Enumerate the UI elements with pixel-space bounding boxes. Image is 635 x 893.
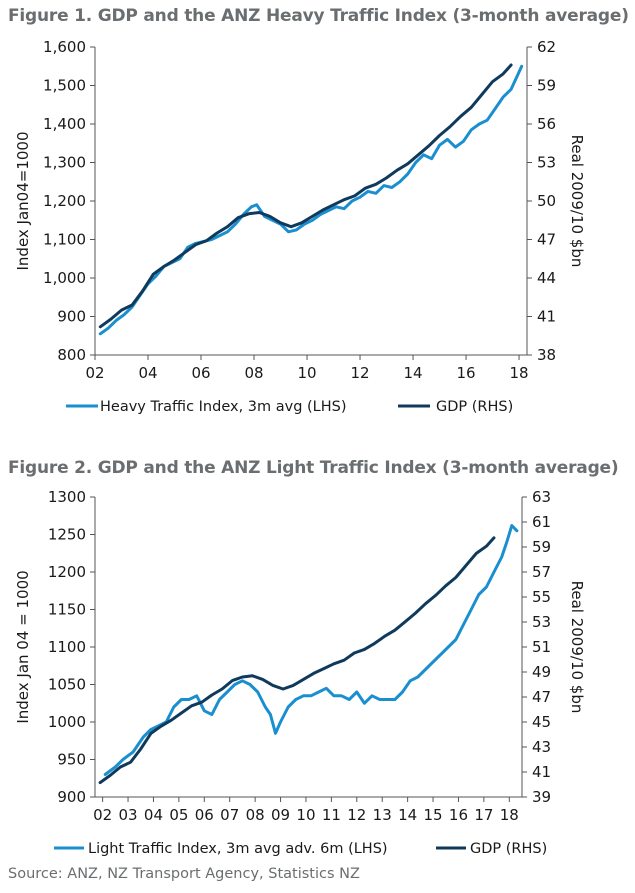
y-left-tick-label: 1,200 xyxy=(43,192,86,210)
y-left-tick-label: 1,300 xyxy=(43,154,86,172)
y-right-tick-label: 45 xyxy=(532,713,551,731)
x-tick-label: 15 xyxy=(423,806,442,824)
x-tick-label: 13 xyxy=(373,806,392,824)
y-right-tick-label: 62 xyxy=(537,38,556,56)
y-right-tick-label: 63 xyxy=(532,488,551,506)
x-tick-label: 02 xyxy=(93,806,112,824)
series-line-traffic xyxy=(103,524,519,776)
y-left-tick-label: 1,400 xyxy=(43,115,86,133)
y-axis-left-title: Index Jan04=1000 xyxy=(14,131,32,270)
x-tick-label: 03 xyxy=(118,806,137,824)
x-tick-label: 06 xyxy=(191,364,210,382)
y-left-tick-label: 1100 xyxy=(48,638,86,656)
x-tick-label: 08 xyxy=(246,806,265,824)
y-right-tick-label: 57 xyxy=(532,563,551,581)
figure-2-title: Figure 2. GDP and the ANZ Light Traffic … xyxy=(8,458,619,478)
y-axis-left-title: Index Jan 04 = 1000 xyxy=(14,570,32,723)
y-left-tick-label: 900 xyxy=(57,308,86,326)
x-tick-label: 10 xyxy=(297,364,316,382)
y-left-tick-label: 1050 xyxy=(48,676,86,694)
y-right-tick-label: 55 xyxy=(532,588,551,606)
figure-2-chart: 900 950 1000 1050 1100 1150 1200 1250 1300 39 41 43… xyxy=(14,488,586,857)
y-left-tick-label: 1,500 xyxy=(43,77,86,95)
y-left-tick-label: 1250 xyxy=(48,526,86,544)
x-tick-label: 16 xyxy=(456,364,475,382)
legend-label: GDP (RHS) xyxy=(436,399,513,415)
legend-label: Heavy Traffic Index, 3m avg (LHS) xyxy=(100,399,347,415)
y-right-tick-label: 47 xyxy=(532,688,551,706)
x-tick-label: 11 xyxy=(322,806,341,824)
legend-label: GDP (RHS) xyxy=(470,841,547,857)
series-line-gdp xyxy=(98,536,496,785)
y-left-tick-label: 1300 xyxy=(48,488,86,506)
y-left-tick-label: 1150 xyxy=(48,601,86,619)
y-left-tick-label: 950 xyxy=(57,751,86,769)
x-tick-label: 14 xyxy=(403,364,422,382)
x-tick-label: 18 xyxy=(510,364,529,382)
x-tick-label: 18 xyxy=(500,806,519,824)
y-right-tick-label: 59 xyxy=(532,538,551,556)
y-right-tick-label: 59 xyxy=(537,77,556,95)
x-tick-label: 02 xyxy=(85,364,104,382)
y-right-tick-label: 44 xyxy=(537,269,556,287)
y-right-tick-label: 39 xyxy=(532,788,551,806)
y-left-tick-label: 800 xyxy=(57,346,86,364)
y-right-tick-label: 56 xyxy=(537,115,556,133)
y-right-tick-label: 50 xyxy=(537,192,556,210)
x-tick-label: 05 xyxy=(169,806,188,824)
legend-label: Light Traffic Index, 3m avg adv. 6m (LHS… xyxy=(88,841,388,857)
y-left-tick-label: 1,600 xyxy=(43,38,86,56)
x-tick-label: 08 xyxy=(244,364,263,382)
series-line-gdp xyxy=(98,63,513,329)
y-left-tick-label: 1200 xyxy=(48,563,86,581)
y-axis-right-title: Real 2009/10 $bn xyxy=(568,135,586,268)
y-right-tick-label: 41 xyxy=(537,308,556,326)
y-right-tick-label: 47 xyxy=(537,231,556,249)
y-right-tick-label: 51 xyxy=(532,638,551,656)
x-tick-label: 04 xyxy=(144,806,163,824)
y-left-tick-label: 900 xyxy=(57,788,86,806)
figure-1-title: Figure 1. GDP and the ANZ Heavy Traffic … xyxy=(8,6,629,26)
figure-1-chart: 800 900 1,000 1,100 1,200 1,300 1,400 1,500 1,60… xyxy=(14,38,586,415)
x-tick-label: 12 xyxy=(350,364,369,382)
y-right-tick-label: 53 xyxy=(537,154,556,172)
x-tick-label: 10 xyxy=(296,806,315,824)
y-left-tick-label: 1,000 xyxy=(43,269,86,287)
x-tick-label: 12 xyxy=(347,806,366,824)
y-right-tick-label: 53 xyxy=(532,613,551,631)
x-tick-label: 16 xyxy=(449,806,468,824)
x-tick-label: 04 xyxy=(138,364,157,382)
y-right-tick-label: 49 xyxy=(532,663,551,681)
x-tick-label: 07 xyxy=(220,806,239,824)
x-tick-label: 09 xyxy=(271,806,290,824)
y-right-tick-label: 38 xyxy=(537,346,556,364)
y-right-tick-label: 41 xyxy=(532,763,551,781)
x-tick-label: 14 xyxy=(398,806,417,824)
y-right-tick-label: 43 xyxy=(532,738,551,756)
y-axis-right-title: Real 2009/10 $bn xyxy=(568,581,586,714)
x-tick-label: 06 xyxy=(195,806,214,824)
x-tick-label: 17 xyxy=(474,806,493,824)
source-note: Source: ANZ, NZ Transport Agency, Statis… xyxy=(8,866,360,882)
y-left-tick-label: 1000 xyxy=(48,713,86,731)
y-right-tick-label: 61 xyxy=(532,513,551,531)
y-left-tick-label: 1,100 xyxy=(43,231,86,249)
